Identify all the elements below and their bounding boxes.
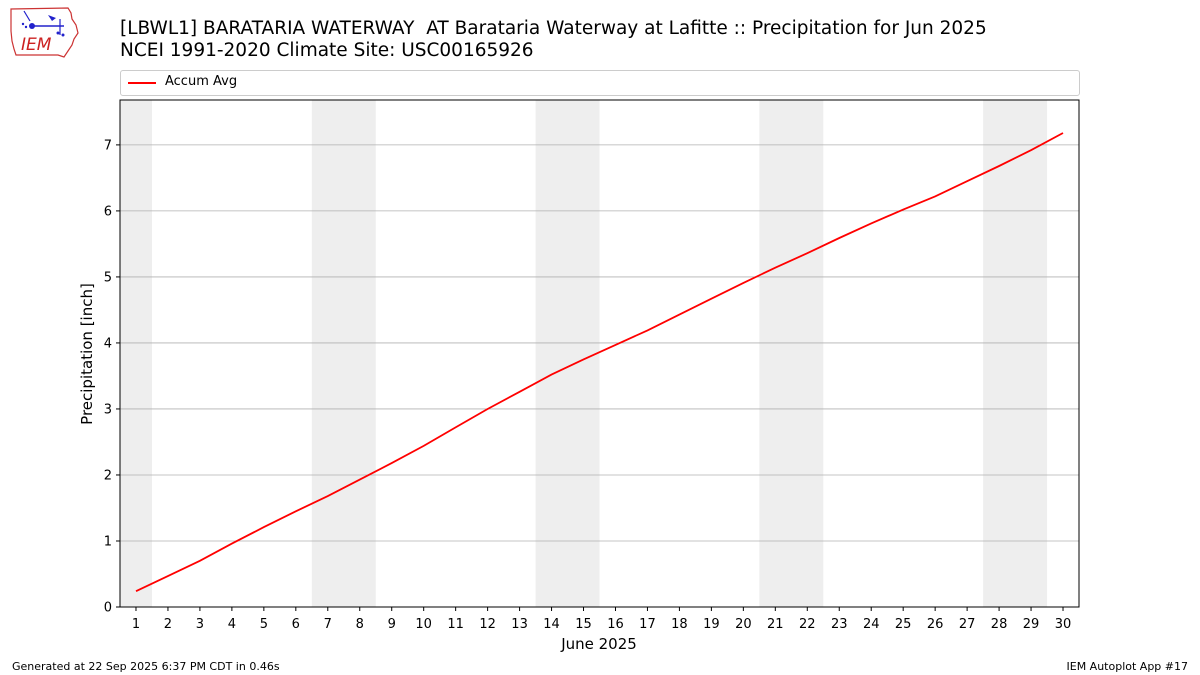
y-axis-label: Precipitation [inch] <box>78 283 96 425</box>
generated-timestamp: Generated at 22 Sep 2025 6:37 PM CDT in … <box>12 660 280 673</box>
iem-iowa-logo-icon: IEM <box>10 7 79 58</box>
x-tick-label: 5 <box>260 617 268 632</box>
x-tick-label: 30 <box>1055 617 1072 632</box>
weekend-band <box>311 100 376 607</box>
x-tick-label: 2 <box>164 617 172 632</box>
x-tick-label: 4 <box>228 617 236 632</box>
chart-subtitle: NCEI 1991-2020 Climate Site: USC00165926 <box>120 40 534 61</box>
y-tick-label: 3 <box>104 402 112 417</box>
weekend-band <box>759 100 824 607</box>
x-tick-label: 16 <box>607 617 624 632</box>
plot-frame <box>119 99 1080 608</box>
iem-logo: IEM <box>8 5 80 59</box>
x-tick-label: 23 <box>831 617 848 632</box>
y-tick-label: 2 <box>104 468 112 483</box>
x-tick-label: 22 <box>799 617 816 632</box>
x-tick-label: 14 <box>543 617 560 632</box>
y-tick-label: 7 <box>104 138 112 153</box>
x-tick-label: 17 <box>639 617 656 632</box>
series-line-accum-avg <box>135 132 1064 593</box>
x-axis-label: June 2025 <box>560 635 637 653</box>
weekend-band <box>983 100 1048 607</box>
legend-swatch <box>128 82 156 84</box>
x-tick-label: 26 <box>927 617 944 632</box>
y-tick-label: 1 <box>104 534 112 549</box>
x-tick-label: 11 <box>447 617 464 632</box>
x-tick-label: 24 <box>863 617 880 632</box>
x-tick-label: 1 <box>132 617 140 632</box>
x-tick-label: 3 <box>196 617 204 632</box>
app-label: IEM Autoplot App #17 <box>1066 660 1189 673</box>
weekend-band <box>535 100 600 607</box>
y-tick-label: 6 <box>104 204 112 219</box>
legend-label: Accum Avg <box>165 74 238 89</box>
x-tick-label: 25 <box>895 617 912 632</box>
x-tick-label: 8 <box>356 617 364 632</box>
x-tick-label: 20 <box>735 617 752 632</box>
x-tick-label: 7 <box>324 617 332 632</box>
x-tick-label: 27 <box>959 617 976 632</box>
weekend-band <box>120 100 152 607</box>
x-tick-label: 29 <box>1023 617 1040 632</box>
y-tick-label: 4 <box>104 336 112 351</box>
y-tick-label: 5 <box>104 270 112 285</box>
legend: Accum Avg <box>120 70 1080 96</box>
x-tick-label: 12 <box>479 617 496 632</box>
x-tick-label: 19 <box>703 617 720 632</box>
x-tick-label: 28 <box>991 617 1008 632</box>
x-tick-label: 6 <box>292 617 300 632</box>
x-tick-label: 18 <box>671 617 688 632</box>
x-tick-label: 21 <box>767 617 784 632</box>
x-tick-label: 13 <box>511 617 528 632</box>
chart-title: [LBWL1] BARATARIA WATERWAY AT Barataria … <box>120 18 987 39</box>
x-tick-label: 15 <box>575 617 592 632</box>
logo-text: IEM <box>21 35 52 55</box>
y-tick-label: 0 <box>104 601 112 616</box>
x-tick-label: 9 <box>388 617 396 632</box>
x-tick-label: 10 <box>415 617 432 632</box>
